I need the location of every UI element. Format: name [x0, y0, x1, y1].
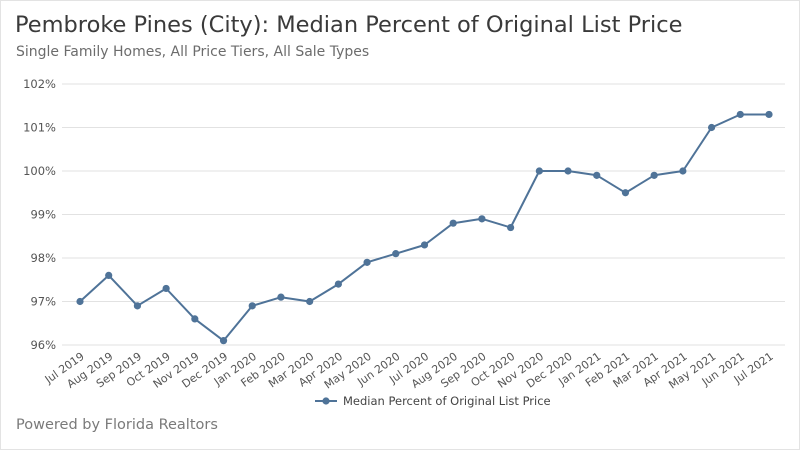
data-point[interactable] — [564, 167, 572, 175]
data-point[interactable] — [162, 284, 170, 293]
data-point[interactable] — [707, 123, 716, 132]
data-point[interactable] — [507, 223, 515, 232]
data-point[interactable] — [334, 280, 342, 288]
data-point[interactable] — [535, 167, 543, 175]
data-point[interactable] — [277, 293, 285, 301]
data-point[interactable] — [105, 271, 113, 279]
data-point[interactable] — [420, 241, 429, 249]
data-point[interactable] — [679, 167, 687, 175]
gridlines — [62, 83, 785, 346]
data-point[interactable] — [306, 297, 314, 306]
data-point[interactable] — [363, 258, 371, 266]
data-point[interactable] — [248, 302, 256, 310]
series-line — [79, 113, 769, 342]
data-point[interactable] — [191, 315, 199, 323]
data-point[interactable] — [449, 219, 457, 227]
data-point[interactable] — [133, 302, 142, 310]
y-tick-label: 97% — [30, 295, 56, 309]
data-point[interactable] — [478, 215, 486, 223]
chart-title: Pembroke Pines (City): Median Percent of… — [15, 12, 683, 38]
data-point[interactable] — [76, 297, 84, 306]
legend-label: Median Percent of Original List Price — [343, 394, 551, 408]
y-tick-label: 99% — [30, 208, 56, 222]
y-axis-ticks: 96% 97% 98% 99% 100% 101% 102% — [23, 77, 56, 352]
y-tick-label: 96% — [30, 338, 56, 352]
footer-credit: Powered by Florida Realtors — [16, 417, 218, 433]
series-layer — [76, 110, 773, 345]
data-point[interactable] — [621, 189, 630, 197]
y-tick-label: 98% — [30, 251, 56, 265]
legend-dot-marker — [322, 397, 330, 405]
data-point[interactable] — [219, 337, 228, 345]
chart-subtitle: Single Family Homes, All Price Tiers, Al… — [16, 44, 370, 60]
data-point[interactable] — [736, 110, 744, 119]
y-tick-label: 102% — [23, 77, 56, 91]
legend[interactable]: Median Percent of Original List Price — [315, 394, 551, 408]
y-tick-label: 101% — [23, 121, 56, 135]
data-point[interactable] — [593, 171, 601, 179]
data-point[interactable] — [765, 110, 773, 119]
y-tick-label: 100% — [23, 164, 56, 178]
data-point[interactable] — [650, 171, 658, 179]
data-point[interactable] — [392, 250, 400, 258]
